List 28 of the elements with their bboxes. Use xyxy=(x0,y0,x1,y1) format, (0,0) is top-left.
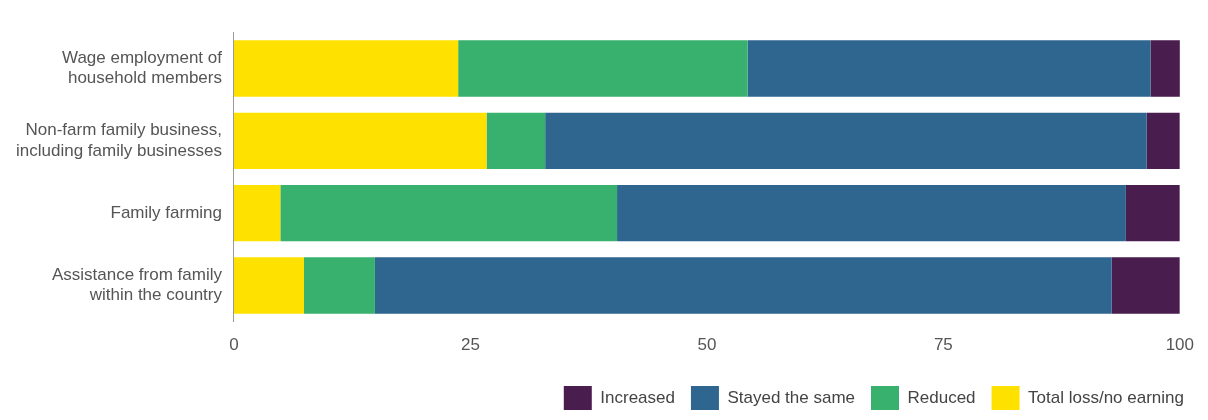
legend-label: Stayed the same xyxy=(727,387,856,407)
x-tick-label: 25 xyxy=(460,335,480,355)
y-tick-label: Wage employment of household members xyxy=(61,48,223,88)
bar xyxy=(486,112,546,170)
legend-label: Total loss/no earning xyxy=(1028,387,1185,407)
bar xyxy=(1111,257,1180,314)
bar xyxy=(374,257,1112,314)
bar xyxy=(545,112,1147,170)
x-tick-label: 0 xyxy=(229,335,239,355)
bar xyxy=(233,257,304,314)
bar xyxy=(233,112,487,170)
bar xyxy=(458,40,748,97)
bar xyxy=(233,40,459,97)
x-tick-label: 100 xyxy=(1165,335,1195,355)
x-tick-label: 75 xyxy=(933,335,953,355)
y-tick-label: Assistance from family within the country xyxy=(51,264,223,305)
bar xyxy=(1125,184,1180,242)
y-tick-label: Non-farm family business, including family businesses xyxy=(15,120,222,160)
bar xyxy=(280,184,618,242)
x-tick-label: 50 xyxy=(697,335,717,355)
bar xyxy=(303,257,375,314)
bar xyxy=(1146,112,1180,170)
legend-label: Reduced xyxy=(907,387,976,407)
legend-label: Increased xyxy=(600,387,675,407)
y-tick-label: Family farming xyxy=(110,202,222,222)
bar xyxy=(233,184,281,242)
bar xyxy=(747,40,1151,97)
bar xyxy=(617,184,1126,242)
